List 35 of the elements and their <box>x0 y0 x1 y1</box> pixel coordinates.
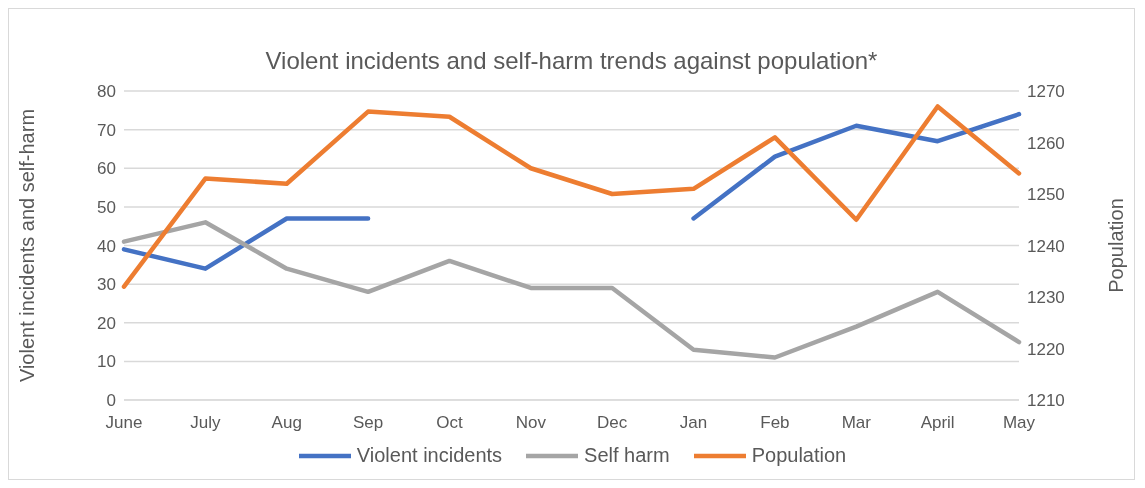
x-tick-label: Oct <box>436 413 463 433</box>
y2-tick-label: 1220 <box>1027 339 1065 359</box>
legend-label: Population <box>751 444 847 467</box>
y-tick-label: 50 <box>97 197 116 217</box>
x-tick-label: Aug <box>271 413 302 433</box>
x-tick-label: Mar <box>841 413 872 433</box>
y-tick-label: 70 <box>97 120 116 140</box>
x-tick-label: May <box>1002 413 1036 433</box>
x-tick-label: June <box>105 413 143 433</box>
x-tick-label: Sep <box>352 413 384 433</box>
x-tick-label: Nov <box>515 413 547 433</box>
chart-title: Violent incidents and self-harm trends against population* <box>264 47 879 76</box>
y-tick-label: 60 <box>97 159 116 179</box>
y2-tick-label: 1270 <box>1027 82 1065 102</box>
y-tick-label: 20 <box>97 313 116 333</box>
y2-tick-label: 1240 <box>1027 236 1065 256</box>
legend-label: Self harm <box>584 444 670 467</box>
x-tick-label: Jan <box>679 413 708 433</box>
y2-axis-title: Population <box>1105 198 1128 293</box>
y-tick-label: 10 <box>97 352 116 372</box>
y2-tick-label: 1230 <box>1027 288 1065 308</box>
x-tick-label: April <box>920 413 955 433</box>
y2-tick-label: 1210 <box>1027 391 1065 411</box>
x-tick-label: Dec <box>597 413 628 433</box>
y-tick-label: 80 <box>97 82 116 102</box>
y-tick-label: 0 <box>106 391 116 411</box>
y2-tick-label: 1260 <box>1027 133 1065 153</box>
y2-tick-label: 1250 <box>1027 185 1065 205</box>
y-axis-title: Violent incidents and self-harm <box>16 108 39 383</box>
line-series <box>121 220 1022 360</box>
x-tick-label: July <box>190 413 221 433</box>
y-tick-label: 30 <box>97 275 116 295</box>
x-tick-label: Feb <box>760 413 790 433</box>
legend-label: Violent incidents <box>356 444 503 467</box>
y-tick-label: 40 <box>97 236 116 256</box>
